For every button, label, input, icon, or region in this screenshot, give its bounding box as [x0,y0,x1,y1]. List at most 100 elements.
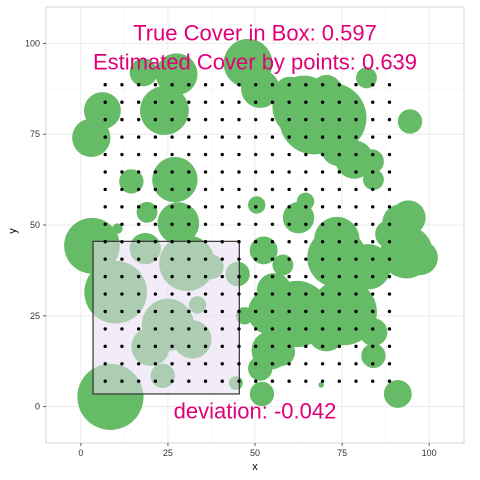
sample-point [337,240,341,244]
sample-point [153,344,158,349]
sample-point [220,379,224,383]
y-axis-ticks: 0 25 50 75 100 [25,38,46,412]
sample-point [253,100,258,104]
sample-point [237,257,241,261]
cover-circle [361,343,386,368]
sample-point [354,274,358,279]
sample-point [153,274,158,279]
sample-point [237,83,241,87]
sample-point [354,152,358,157]
sample-point [203,187,208,192]
sample-point [304,240,308,244]
sample-point [337,309,341,314]
sample-point [337,152,341,157]
sample-point [253,170,258,174]
sample-point [387,344,392,349]
cover-circle [112,223,123,234]
sample-point [187,222,191,226]
annotation-true-cover: True Cover in Box: 0.597 [133,20,377,45]
sample-point [220,274,224,279]
cover-circle [129,58,158,87]
sample-point [103,257,107,261]
sample-point [371,240,375,244]
sample-point [387,100,392,104]
sample-point [120,187,124,192]
sample-point [354,100,358,104]
sample-point [354,309,358,314]
sample-point [337,292,341,296]
y-tick-label: 75 [30,129,40,139]
sample-point [371,274,375,279]
sample-point [237,344,241,349]
sample-point [120,292,124,296]
cover-circle [249,236,278,265]
sample-point [120,274,124,279]
sample-point [354,170,358,174]
sample-point [304,379,308,383]
sample-point [153,205,158,209]
sample-point [270,257,275,261]
sample-point [103,187,107,192]
sample-point [103,117,107,122]
sample-point [371,100,375,104]
sample-point [287,170,291,174]
sample-point [170,222,174,226]
sample-point [136,187,141,192]
sample-point [153,309,158,314]
sample-point [187,240,191,244]
sample-point [136,309,141,314]
sample-point [304,135,308,139]
sample-point [320,117,325,122]
sample-point [253,327,258,331]
sample-point [304,170,308,174]
sample-point [220,344,224,349]
sample-point [304,117,308,122]
sample-point [270,135,275,139]
sample-point [320,344,325,349]
sample-point [387,327,392,331]
sample-point [203,152,208,157]
sample-point [354,362,358,366]
sample-point [120,170,124,174]
sample-point [387,274,392,279]
sample-point [371,379,375,383]
cover-circle [272,254,294,276]
cover-circle [397,109,423,134]
sample-point [270,170,275,174]
sample-point [237,205,241,209]
sample-point [371,344,375,349]
sample-point [136,135,141,139]
cover-circle [356,67,377,89]
sample-point [220,362,224,366]
sample-point [187,117,191,122]
sample-point [337,117,341,122]
sample-point [253,309,258,314]
sample-point [220,83,224,87]
sample-point [136,327,141,331]
sample-point [153,222,158,226]
sample-point [354,344,358,349]
sample-point [203,379,208,383]
sample-point [170,170,174,174]
sample-point [103,100,107,104]
sample-point [136,240,141,244]
sample-point [337,83,341,87]
sample-point [270,274,275,279]
sample-point [287,240,291,244]
sample-point [203,222,208,226]
sample-point [153,117,158,122]
sample-point [387,117,392,122]
sample-point [170,327,174,331]
cover-circle [152,156,198,203]
cover-circle [403,240,438,276]
sample-point [120,135,124,139]
sample-point [220,222,224,226]
sample-point [136,292,141,296]
sample-point [253,292,258,296]
sample-point [304,274,308,279]
sample-point [270,309,275,314]
sample-point [304,222,308,226]
y-tick-label: 50 [30,220,40,230]
sample-point [270,362,275,366]
cover-circle [241,69,280,108]
